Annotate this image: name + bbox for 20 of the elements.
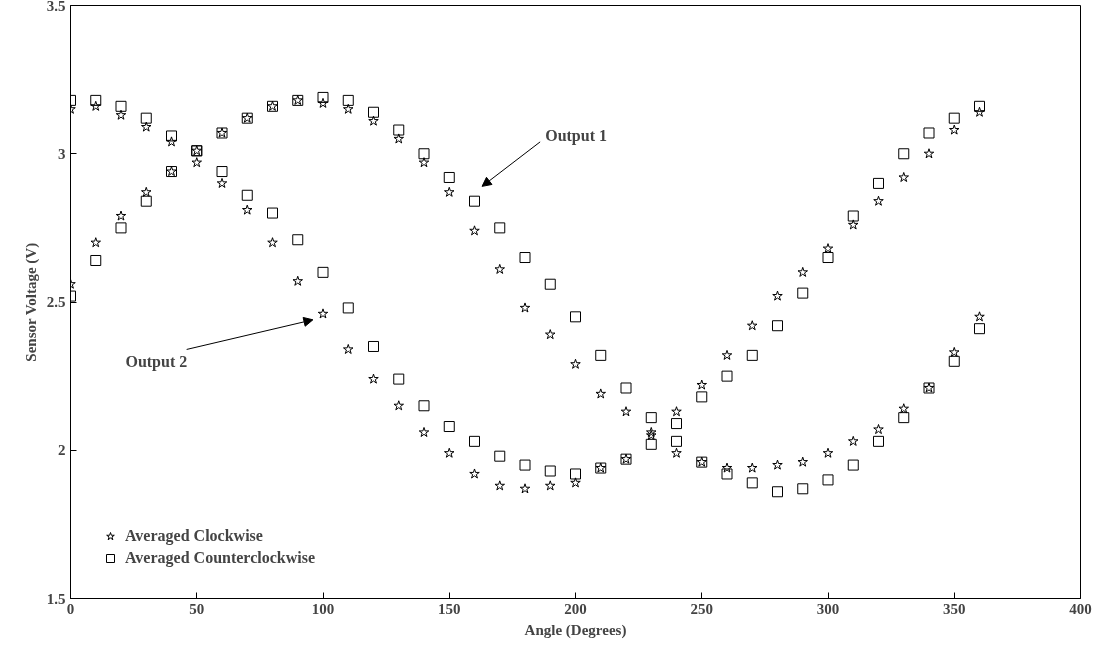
y-tick-label: 3: [58, 145, 66, 162]
x-tick-label: 300: [816, 600, 840, 617]
legend-label: Averaged Clockwise: [125, 527, 263, 545]
y-tick-label: 3.5: [46, 0, 66, 14]
x-axis-title: Angle (Degrees): [524, 621, 627, 639]
y-tick-label: 2.5: [46, 294, 66, 310]
y-axis-title: Sensor Voltage (V): [22, 242, 40, 362]
y-tick-label: 1.5: [46, 590, 66, 607]
x-tick-label: 250: [690, 600, 713, 617]
x-tick-label: 400: [1069, 600, 1092, 617]
x-tick-label: 350: [943, 600, 966, 617]
y-tick-label: 2: [58, 442, 66, 459]
x-tick-label: 150: [438, 600, 461, 617]
x-tick-label: 100: [311, 600, 335, 617]
annotation: Output 1: [545, 127, 607, 146]
x-tick-label: 200: [564, 600, 587, 617]
legend-label: Averaged Counterclockwise: [125, 549, 316, 567]
x-tick-label: 50: [189, 600, 205, 617]
x-tick-label: 0: [66, 600, 75, 617]
annotation: Output 2: [125, 352, 188, 371]
